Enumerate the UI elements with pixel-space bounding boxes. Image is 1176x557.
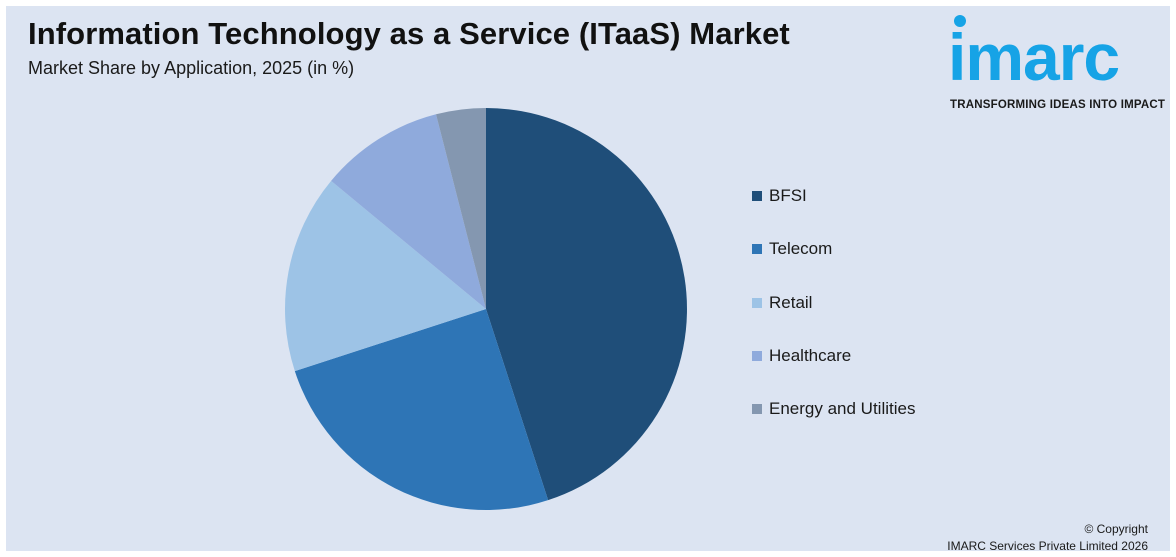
logo-dot bbox=[954, 15, 966, 27]
legend-swatch-telecom bbox=[752, 244, 762, 255]
copyright-line-1: © Copyright bbox=[1084, 522, 1148, 536]
pie-slice-telecom bbox=[294, 309, 549, 510]
pie-slice-healthcare bbox=[331, 114, 486, 309]
legend-swatch-bfsi bbox=[752, 191, 762, 201]
legend-label-healthcare: Healthcare bbox=[769, 345, 852, 365]
chart-legend: BFSI Telecom Retail Healthcare Energy and Ut… bbox=[752, 186, 915, 452]
legend-swatch-healthcare bbox=[752, 350, 762, 361]
pie-slice-bfsi bbox=[486, 108, 687, 501]
copyright-line-2: IMARC Services Private Limited 2026 bbox=[947, 539, 1148, 553]
legend-item-energy-and-utilities: Energy and Utilities bbox=[752, 399, 915, 419]
legend-item-bfsi: BFSI bbox=[752, 186, 915, 206]
legend-swatch-retail bbox=[752, 297, 762, 308]
legend-label-retail: Retail bbox=[769, 292, 813, 312]
legend-label-bfsi: BFSI bbox=[769, 186, 807, 205]
legend-swatch-energy-and-utilities bbox=[752, 404, 762, 415]
chart-subtitle: Market Share by Application, 2025 (in %) bbox=[28, 58, 355, 78]
chart-title: Information Technology as a Service (ITa… bbox=[28, 16, 790, 51]
legend-label-telecom: Telecom bbox=[769, 239, 833, 259]
imarc-logo: imarc TRANSFORMING IDEAS INTO IMPACT bbox=[946, 12, 1176, 112]
pie-slice-energy-and-utilities bbox=[436, 107, 486, 309]
legend-item-telecom: Telecom bbox=[752, 239, 915, 259]
pie-chart bbox=[285, 107, 687, 510]
legend-item-retail: Retail bbox=[752, 293, 915, 313]
legend-item-healthcare: Healthcare bbox=[752, 346, 915, 366]
logo-tagline: TRANSFORMING IDEAS INTO IMPACT bbox=[950, 99, 1166, 111]
copyright-notice: © Copyright IMARC Services Private Limit… bbox=[947, 521, 1148, 555]
legend-label-energy-and-utilities: Energy and Utilities bbox=[769, 399, 916, 419]
pie-slice-retail bbox=[285, 180, 486, 372]
logo-wordmark: imarc bbox=[948, 20, 1120, 94]
